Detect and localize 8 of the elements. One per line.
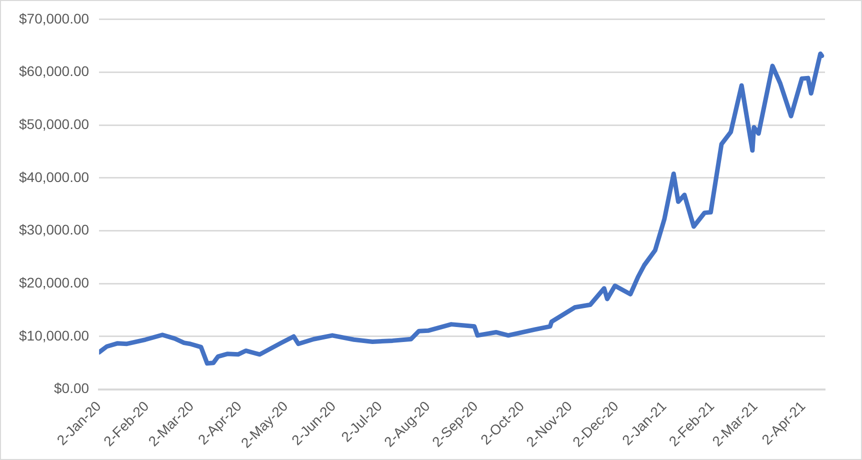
- y-tick-label: $40,000.00: [18, 168, 90, 185]
- y-tick-label: $30,000.00: [18, 222, 90, 238]
- y-tick-label: $50,000.00: [18, 116, 90, 132]
- y-tick-label: $60,000.00: [18, 63, 90, 80]
- y-tick-label: $20,000.00: [18, 274, 90, 290]
- y-tick-label: $0.00: [54, 380, 90, 396]
- y-tick-label: $70,000.00: [18, 10, 90, 26]
- y-tick-label: $10,000.00: [18, 327, 90, 344]
